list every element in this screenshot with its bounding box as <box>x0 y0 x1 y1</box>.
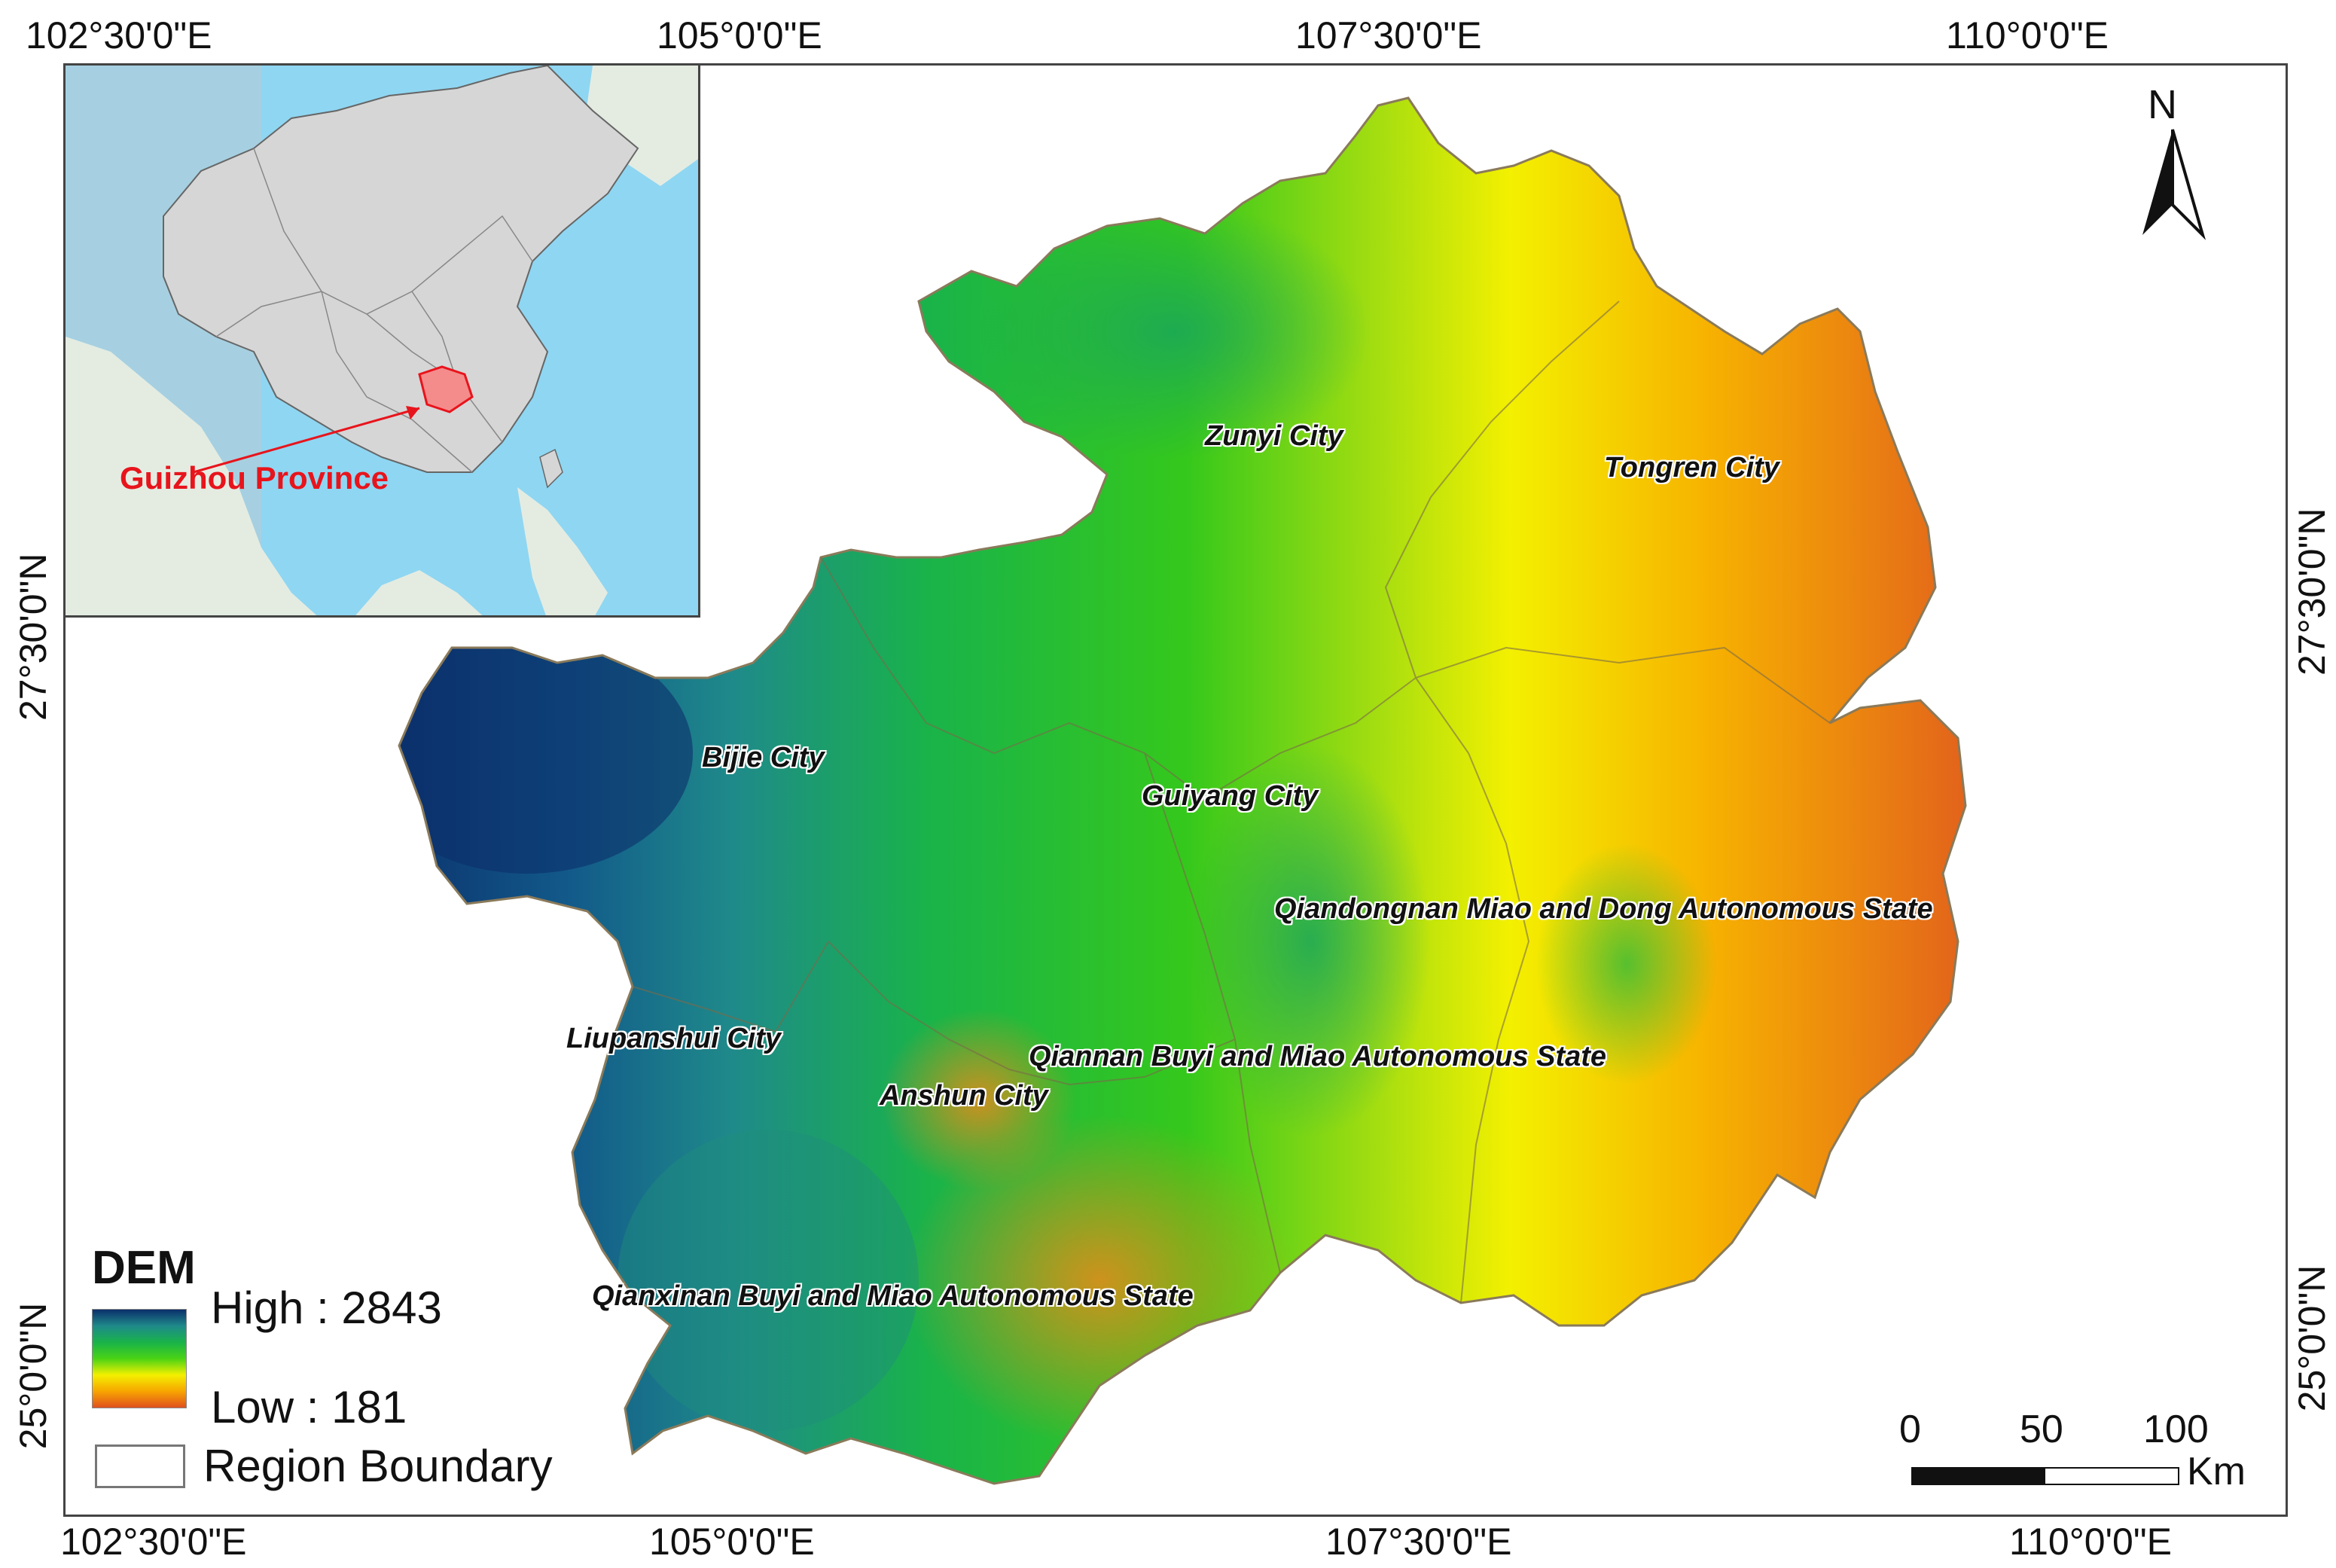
coord-top-2: 105°0'0"E <box>657 14 822 56</box>
scale-bar <box>1911 1467 2179 1485</box>
coord-bottom-1: 102°30'0"E <box>60 1521 247 1563</box>
city-label-anshun: Anshun City <box>880 1080 1048 1112</box>
city-label-tongren: Tongren City <box>1604 452 1779 484</box>
scale-unit: Km <box>2187 1450 2246 1493</box>
coord-top-1: 102°30'0"E <box>26 14 212 56</box>
city-label-qiandongnan: Qiandongnan Miao and Dong Autonomous Sta… <box>1274 893 1933 925</box>
china-outline <box>66 66 698 615</box>
scale-tick-50: 50 <box>2020 1408 2063 1451</box>
north-label: N <box>2148 82 2177 127</box>
city-label-zunyi: Zunyi City <box>1205 420 1343 452</box>
coord-bottom-4: 110°0'0"E <box>2009 1521 2172 1563</box>
legend-title: DEM <box>92 1242 196 1294</box>
city-label-liupanshui: Liupanshui City <box>566 1023 781 1054</box>
coord-top-3: 107°30'0"E <box>1295 14 1482 56</box>
scale-bar-fill <box>1913 1469 2045 1484</box>
city-label-bijie: Bijie City <box>702 742 825 773</box>
city-label-qiannan: Qiannan Buyi and Miao Autonomous State <box>1029 1041 1607 1072</box>
coord-bottom-2: 105°0'0"E <box>649 1521 815 1563</box>
scale-tick-100: 100 <box>2143 1408 2209 1451</box>
legend-low: Low : 181 <box>211 1382 407 1432</box>
coord-bottom-3: 107°30'0"E <box>1325 1521 1512 1563</box>
legend-boundary-label: Region Boundary <box>203 1441 553 1491</box>
legend-high: High : 2843 <box>211 1283 442 1333</box>
inset-map: Guizhou Province <box>63 63 700 618</box>
north-arrow-icon <box>2142 129 2206 240</box>
scale-tick-0: 0 <box>1899 1408 1921 1451</box>
city-label-guiyang: Guiyang City <box>1142 780 1319 812</box>
coord-top-4: 110°0'0"E <box>1946 14 2109 56</box>
legend-color-ramp <box>92 1309 187 1408</box>
city-label-qianxinan: Qianxinan Buyi and Miao Autonomous State <box>592 1280 1194 1312</box>
inset-label: Guizhou Province <box>120 460 389 496</box>
legend-boundary-swatch <box>95 1444 185 1488</box>
